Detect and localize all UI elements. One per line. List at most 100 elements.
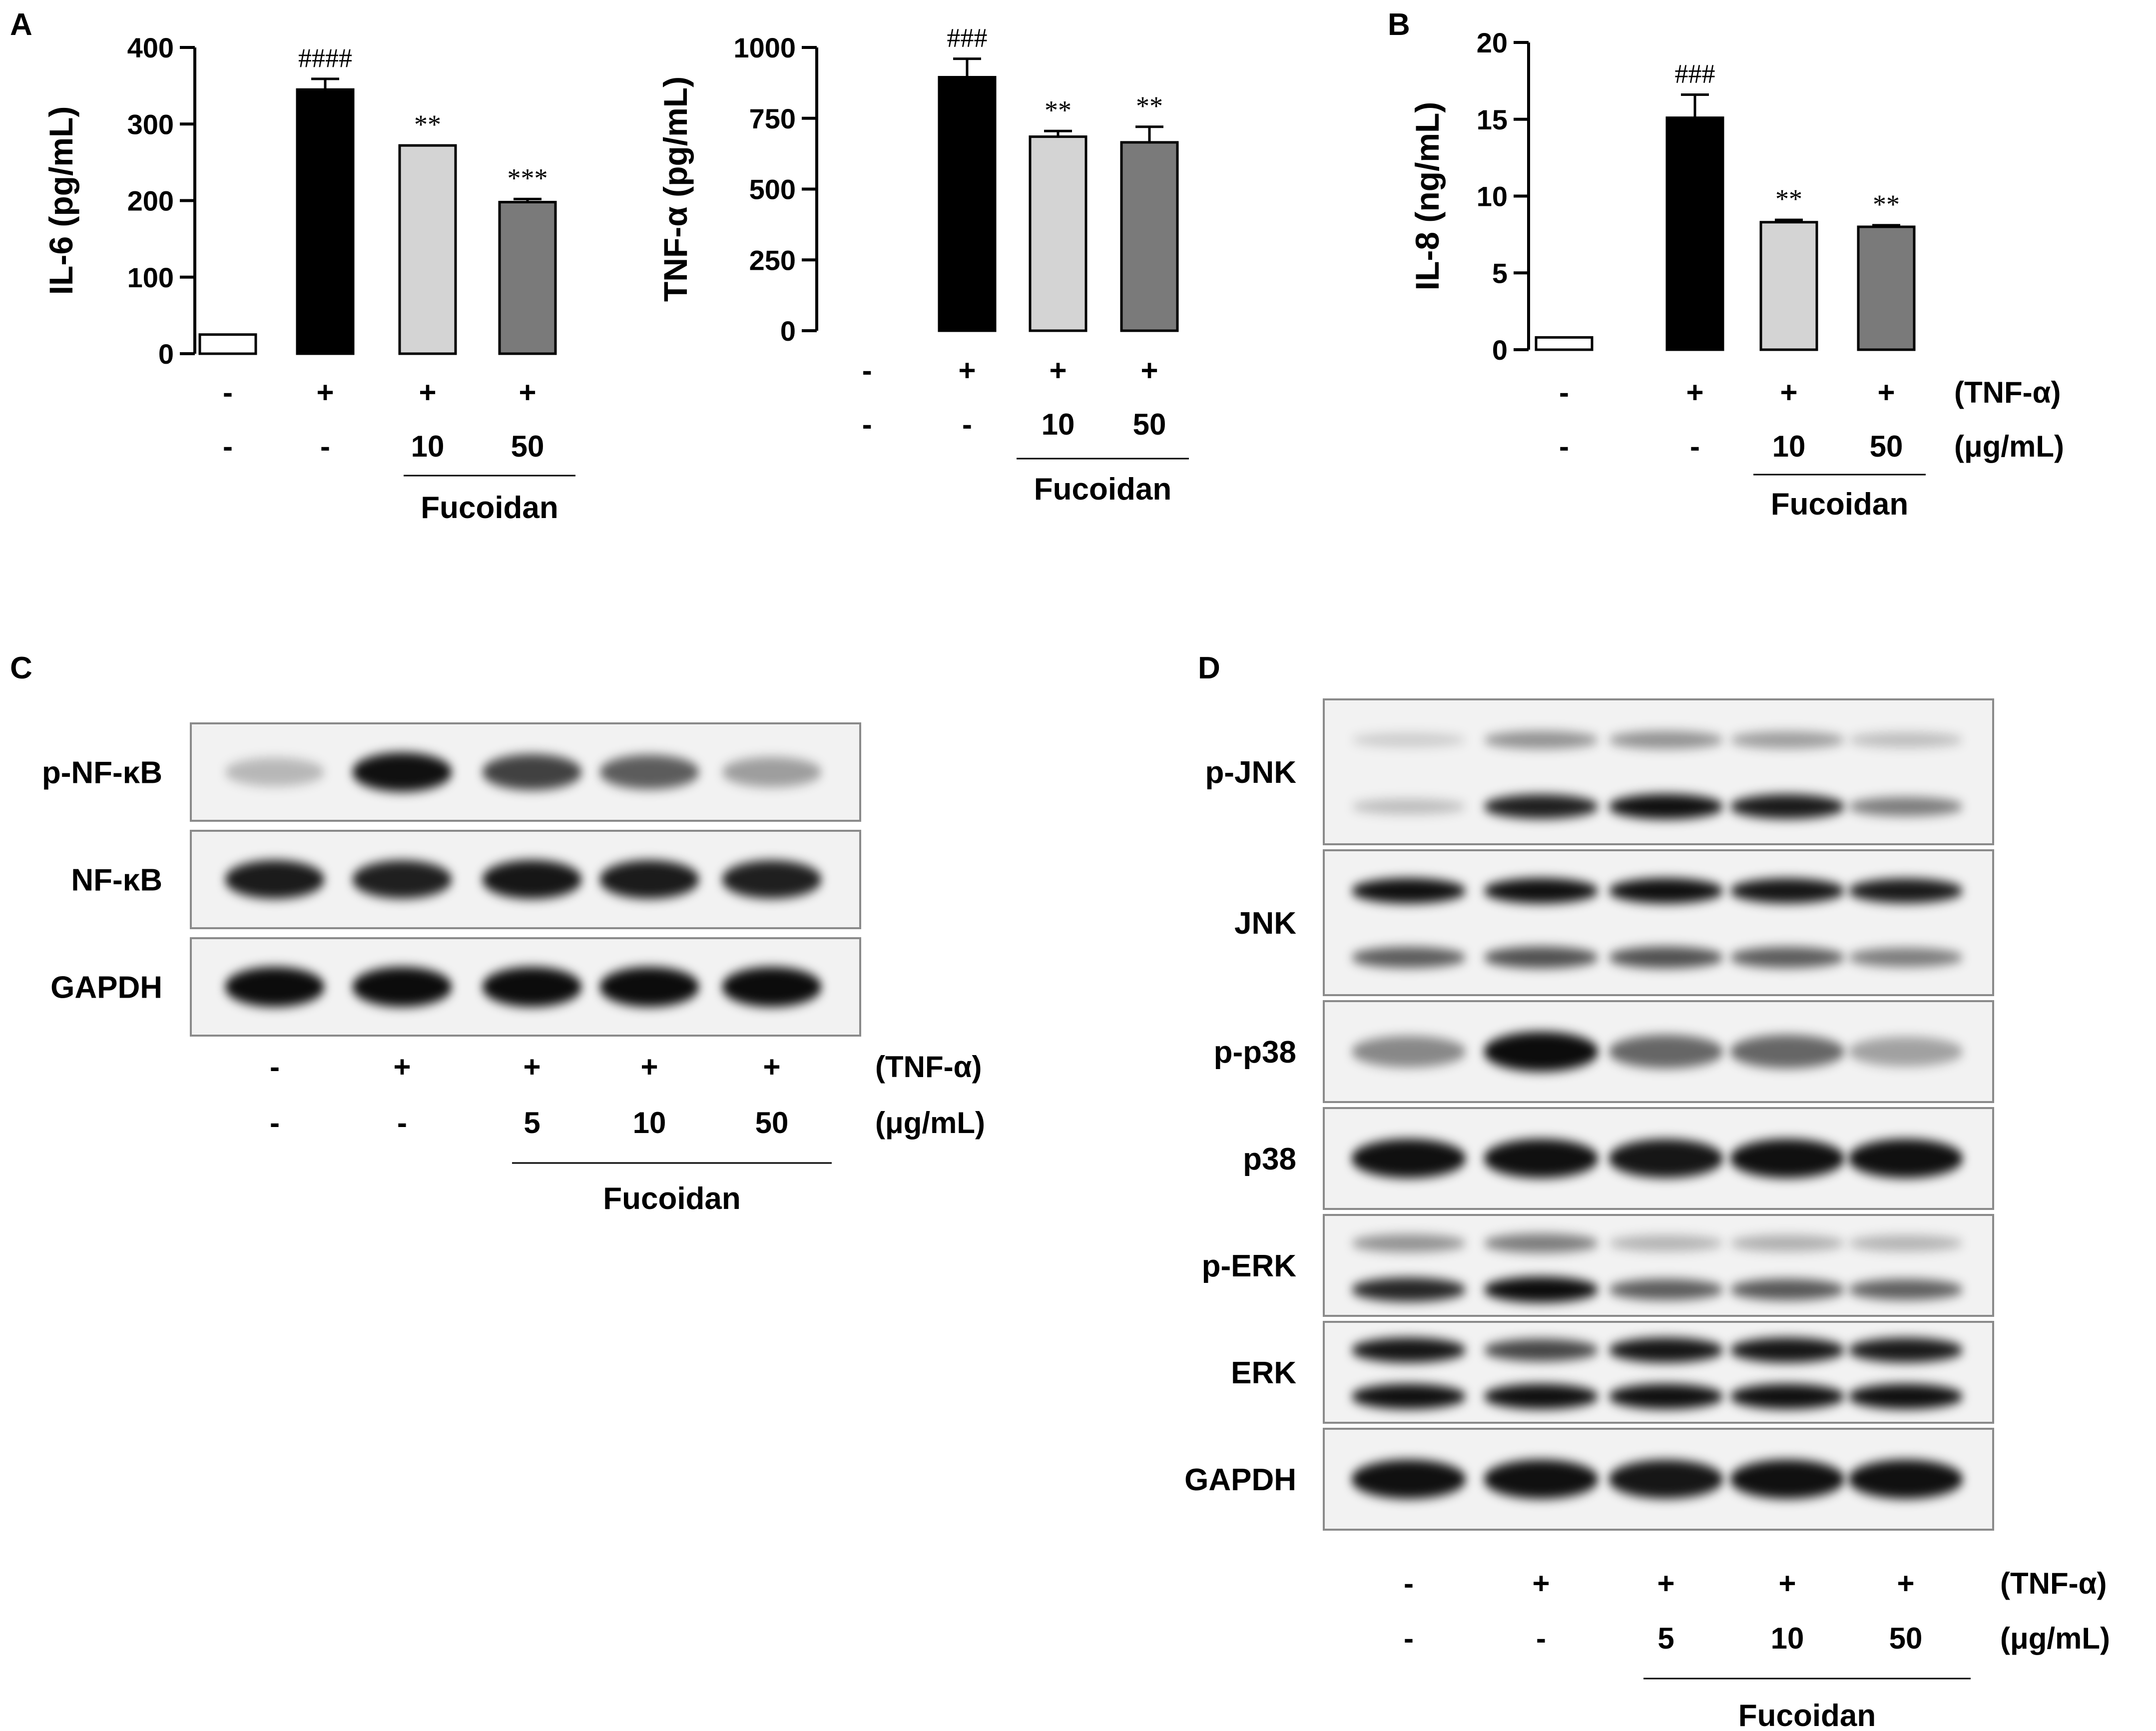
dose-value: - [1690,430,1700,463]
protein-label: p38 [1243,1142,1296,1176]
protein-band [1484,794,1599,819]
protein-band [1848,1279,1963,1300]
protein-band [482,860,582,899]
bar [498,201,557,355]
protein-band [1730,731,1845,749]
protein-band [1848,1384,1963,1409]
blot-strip: p38 [1243,1107,1994,1210]
tnf-sign: + [393,1050,411,1084]
protein-band [1609,1035,1723,1069]
significance-mark: ### [1675,59,1715,89]
tnf-sign: + [1657,1567,1674,1600]
tnf-sign: + [1778,1567,1796,1600]
tnf-sign: + [1780,376,1797,409]
y-axis-label: IL-8 (ng/mL) [1409,102,1446,291]
protein-band [1730,947,1845,968]
dose-value: 10 [1771,1622,1804,1655]
protein-band [352,967,452,1007]
tnf-sign: - [862,354,872,387]
significance-mark: ### [947,23,988,53]
blot-strip: p-JNK [1205,698,1994,845]
y-tick-label: 0 [780,315,796,347]
dose-value: - [1404,1622,1414,1655]
protein-band [1730,1384,1845,1409]
group-label: Fucoidan [1034,472,1172,507]
blot-strip: GAPDH [1184,1428,1994,1531]
protein-band [1730,1459,1845,1499]
significance-mark: #### [298,43,352,73]
protein-band [1609,1337,1723,1363]
protein-band [1484,1032,1599,1072]
protein-band [1351,1337,1466,1363]
protein-band [1351,1234,1466,1252]
dose-value: 50 [511,430,544,463]
significance-mark: ** [1775,184,1802,214]
dose-value: 5 [524,1106,540,1140]
protein-band [1351,798,1466,815]
y-axis-label: IL-6 (pg/mL) [42,106,79,295]
chart-3: 0 5 10 15 20 IL-8 (ng/mL) ### ** ** - + + + - - 10 50 Fuc… [1409,27,1926,522]
blot-strip: p-ERK [1202,1214,1994,1317]
protein-band [1351,1459,1466,1499]
group-label: Fucoidan [1738,1699,1876,1731]
protein-band [722,967,822,1007]
dose-value: 5 [1657,1622,1674,1655]
tnf-sign: + [958,354,976,387]
dose-value: 10 [633,1106,666,1140]
blot-frame [1323,698,1994,845]
dose-value: - [862,408,872,441]
tnf-sign: + [1897,1567,1914,1600]
dose-value: - [962,408,972,441]
protein-band [1351,878,1466,904]
protein-band [1848,1037,1963,1067]
dose-value: 10 [1042,408,1075,441]
protein-band [722,757,822,787]
y-tick-label: 1000 [733,32,796,63]
protein-band [599,755,699,789]
protein-band [1848,732,1963,748]
significance-mark: *** [508,163,548,193]
dose-value: 10 [1772,430,1806,463]
chart-2: 0 250 500 750 1000 TNF-α (pg/mL) ### ** ** - + + + - -… [657,23,1189,507]
tnf-sign: + [316,376,334,409]
y-tick-label: 0 [1492,334,1508,366]
protein-band [599,967,699,1007]
y-tick-label: 100 [127,262,174,293]
tnf-sign: - [1404,1567,1414,1600]
protein-band [1848,1139,1963,1178]
tnf-sign: + [523,1050,540,1084]
tnf-sign: - [223,376,233,409]
bar [938,76,997,332]
blot-strip: p-p38 [1214,1000,1994,1103]
dose-value: - [1559,430,1569,463]
protein-band [1609,946,1723,969]
bar [1120,141,1179,332]
dose-value: - [397,1106,407,1140]
blot-strip: JNK [1234,849,1994,996]
protein-band [1484,1384,1599,1409]
protein-band [1484,946,1599,969]
protein-band [352,860,452,899]
significance-mark: ** [414,109,441,139]
protein-band [1730,878,1845,904]
dose-value: - [320,430,330,463]
protein-band [599,860,699,899]
panel-label-c: C [10,651,32,685]
protein-band [1730,1337,1845,1363]
y-tick-label: 0 [158,338,174,370]
dose-row-label-b: (μg/mL) [1954,430,2064,463]
protein-band [1484,1459,1599,1499]
y-tick-label: 300 [127,108,174,140]
bar [198,333,257,355]
bar [1535,336,1594,351]
tnf-row-label-c: (TNF-α) [875,1050,982,1084]
dose-value: 50 [1870,430,1903,463]
y-axis-label: TNF-α (pg/mL) [657,76,694,302]
protein-band [482,967,582,1007]
y-tick-label: 250 [749,244,796,276]
protein-band [1351,1384,1466,1409]
protein-label: ERK [1231,1356,1296,1390]
